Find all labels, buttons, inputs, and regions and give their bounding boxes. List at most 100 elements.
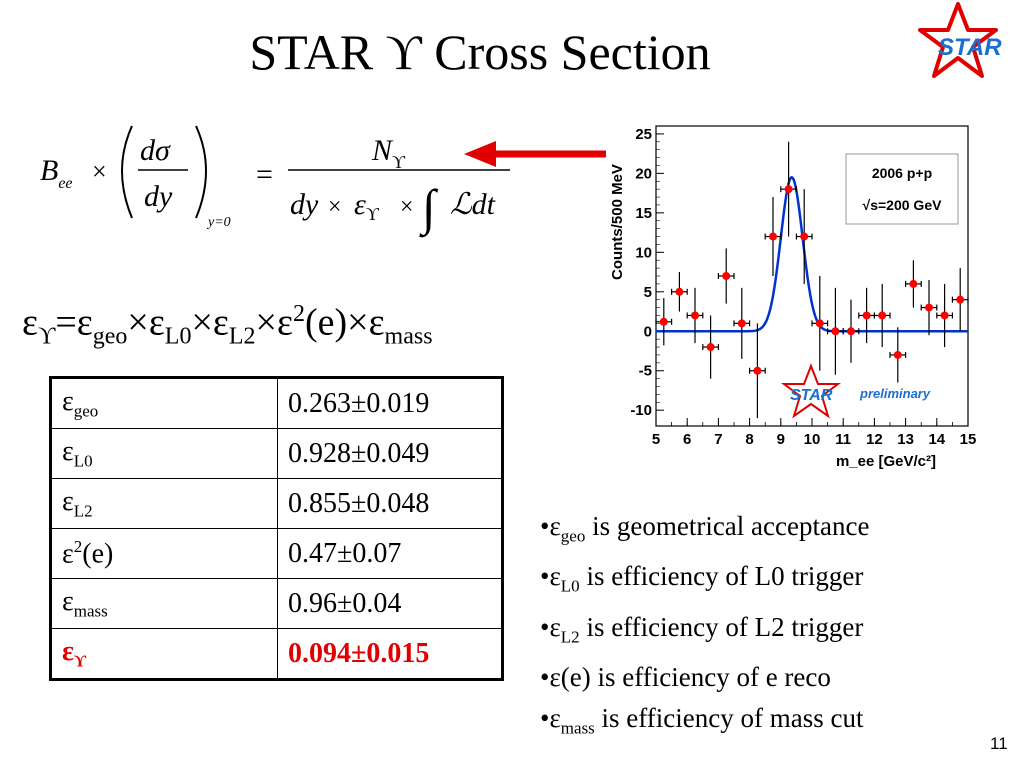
formula-dsigma: dσ — [140, 134, 171, 167]
data-point — [889, 327, 907, 383]
table-row: ε2(e) 0.47±0.07 — [50, 528, 503, 579]
point-marker — [862, 311, 871, 320]
x-tick-label: 14 — [928, 431, 945, 448]
formula-numerator: Nϒ — [371, 134, 406, 172]
point-marker — [691, 311, 699, 320]
efficiency-equation: εϒ=εgeo×εL0×εL2×ε2(e)×εmass — [22, 301, 433, 350]
data-point — [811, 276, 829, 371]
formula-b: Bee — [40, 154, 73, 192]
point-marker — [831, 327, 840, 336]
list-item: •εL2 is efficiency of L2 trigger — [540, 611, 864, 647]
legend-line-1: 2006 p+p — [872, 165, 932, 181]
efficiency-table: εgeo 0.263±0.019 εL0 0.928±0.049 εL2 0.8… — [49, 376, 504, 681]
red-arrow-icon — [464, 141, 606, 167]
y-tick-label: 0 — [644, 323, 652, 340]
table-cell-symbol: ε2(e) — [50, 528, 278, 579]
y-tick-label: 10 — [635, 244, 652, 261]
fit-line — [656, 175, 968, 333]
point-marker — [878, 311, 887, 320]
page-number: 11 — [990, 734, 1008, 753]
table-row-total: εϒ 0.094±0.015 — [50, 628, 503, 680]
watermark-star-text: STAR — [790, 387, 833, 404]
point-marker — [675, 287, 684, 296]
x-tick-label: 6 — [683, 431, 691, 448]
data-point — [702, 315, 720, 379]
table-cell-value: 0.96±0.04 — [277, 578, 503, 629]
y-tick-label: 15 — [635, 205, 652, 222]
data-point — [686, 287, 704, 344]
x-axis-label: m_ee [GeV/c²] — [836, 453, 936, 470]
definitions-list: •εgeo is geometrical acceptance •εL0 is … — [540, 506, 869, 749]
point-marker — [659, 317, 668, 326]
data-point — [842, 299, 860, 363]
formula-eval-at: y=0 — [206, 215, 231, 230]
list-item: •ε(e) is efficiency of e reco — [540, 662, 831, 693]
table-cell-value: 0.47±0.07 — [277, 528, 503, 579]
point-marker — [769, 232, 777, 241]
formula-right-paren — [195, 125, 207, 219]
fit-curve — [656, 175, 968, 333]
table-row: εL2 0.855±0.048 — [50, 478, 503, 529]
watermark-preliminary: preliminary — [859, 386, 931, 401]
table-cell-value: 0.094±0.015 — [277, 628, 503, 680]
point-marker — [956, 295, 965, 304]
data-point — [717, 248, 735, 304]
point-marker — [737, 319, 746, 328]
invariant-mass-chart: 5 6 7 8 9 10 11 12 13 14 15 -10 -5 0 5 10 15 20 25 2006 p+… — [609, 125, 976, 470]
list-item: •εgeo is geometrical acceptance — [540, 511, 870, 546]
watermark-star-icon — [781, 363, 841, 419]
table-row: εL0 0.928±0.049 — [50, 428, 503, 479]
formula-left-paren — [121, 125, 133, 219]
formula-times-2: × — [328, 194, 342, 220]
formula-lumi: ℒdt — [450, 188, 496, 221]
point-marker — [847, 327, 855, 336]
table-cell-symbol: εL0 — [50, 428, 278, 479]
x-tick-label: 8 — [745, 431, 753, 448]
point-marker — [722, 272, 731, 280]
point-marker — [940, 311, 949, 320]
table-cell-symbol: εmass — [50, 578, 278, 629]
formula-times-1: × — [92, 157, 107, 186]
formula-dy: dy — [144, 180, 173, 213]
y-tick-label: 5 — [644, 284, 652, 301]
x-tick-label: 7 — [714, 431, 722, 448]
x-tick-label: 15 — [960, 431, 977, 448]
data-point — [733, 287, 751, 359]
x-tick-label: 5 — [652, 431, 660, 448]
formula-denominator-dy: dy — [290, 188, 319, 221]
x-tick-label: 9 — [777, 431, 785, 448]
data-point — [920, 279, 938, 336]
formula-equals: = — [256, 158, 273, 191]
slide-title: STAR ϒ Cross Section — [249, 24, 711, 80]
star-logo: STAR — [918, 2, 1002, 78]
point-marker — [925, 303, 933, 312]
y-tick-label: 25 — [635, 126, 652, 143]
x-tick-label: 12 — [866, 431, 883, 448]
data-points — [655, 141, 969, 419]
formula-integral: ∫ — [419, 179, 439, 238]
data-point — [936, 283, 953, 348]
y-tick-label: -5 — [639, 363, 652, 380]
data-point — [905, 260, 922, 308]
data-point — [670, 272, 688, 312]
table-row: εmass 0.96±0.04 — [50, 578, 503, 629]
x-tick-label: 13 — [897, 431, 914, 448]
point-marker — [706, 343, 715, 352]
data-point — [951, 268, 969, 332]
legend-line-2: √s=200 GeV — [863, 197, 943, 213]
list-item: •εL0 is efficiency of L0 trigger — [540, 561, 864, 596]
point-marker — [815, 319, 824, 328]
list-item: •εmass is efficiency of mass cut — [540, 703, 864, 738]
formula-times-3: × — [400, 194, 414, 220]
star-preliminary-watermark: STAR preliminary — [781, 363, 931, 419]
data-point — [780, 141, 797, 237]
point-marker — [753, 366, 762, 375]
data-point — [655, 298, 673, 346]
data-point — [795, 189, 813, 284]
table-cell-value: 0.263±0.019 — [277, 377, 503, 429]
point-marker — [800, 232, 809, 241]
star-logo-star-icon — [918, 2, 998, 78]
table-cell-value: 0.928±0.049 — [277, 428, 503, 479]
table-cell-symbol: εL2 — [50, 478, 278, 529]
axes: 5 6 7 8 9 10 11 12 13 14 15 -10 -5 0 5 10 15 20 25 — [630, 126, 976, 448]
